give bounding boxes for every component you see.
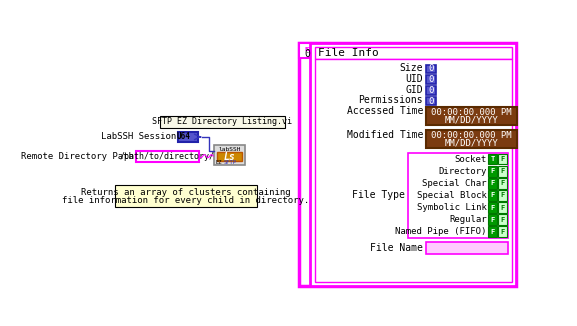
Text: F: F	[490, 192, 494, 199]
Text: F: F	[500, 204, 505, 211]
Bar	[299, 43, 316, 58]
Text: Accessed Time: Accessed Time	[347, 107, 423, 116]
Text: F: F	[500, 192, 505, 199]
Bar	[425, 97, 436, 105]
Text: 00:00:00.000 PM: 00:00:00.000 PM	[431, 131, 512, 140]
Text: F: F	[500, 229, 505, 235]
Text: F: F	[500, 217, 505, 223]
Bar	[488, 215, 497, 225]
Bar	[425, 130, 517, 148]
Text: SFTP EZ Directory Listing.vi: SFTP EZ Directory Listing.vi	[152, 117, 293, 126]
Text: File Name: File Name	[370, 243, 423, 253]
Bar	[408, 153, 508, 238]
Text: Regular: Regular	[449, 215, 487, 224]
Text: SFTP: SFTP	[223, 160, 236, 165]
Text: F: F	[500, 168, 505, 174]
Text: MM/DD/YYYY: MM/DD/YYYY	[444, 139, 498, 148]
Text: T: T	[490, 156, 494, 162]
Bar	[115, 185, 257, 207]
Text: File Info: File Info	[318, 48, 379, 58]
Text: EZ: EZ	[304, 47, 311, 52]
Text: Special Block: Special Block	[417, 191, 487, 200]
Bar	[425, 86, 436, 95]
Bar	[160, 116, 285, 128]
Text: 0: 0	[428, 96, 434, 106]
Bar	[488, 166, 497, 176]
Bar	[499, 227, 507, 237]
Text: File Type: File Type	[353, 190, 406, 200]
Bar	[214, 145, 245, 165]
Text: Remote Directory Path: Remote Directory Path	[21, 152, 134, 161]
Text: UID: UID	[406, 74, 423, 84]
Bar	[299, 43, 516, 286]
Text: 0: 0	[428, 64, 434, 73]
Text: Size: Size	[400, 63, 423, 73]
Bar	[178, 132, 198, 141]
Text: Symbolic Link: Symbolic Link	[417, 203, 487, 212]
Bar	[314, 59, 512, 282]
Bar	[425, 65, 436, 73]
Text: 00:00:00.000 PM: 00:00:00.000 PM	[431, 108, 512, 117]
Bar	[488, 202, 497, 213]
Text: GID: GID	[406, 84, 423, 95]
Bar	[499, 178, 507, 189]
Bar	[488, 154, 497, 164]
Bar	[425, 107, 517, 126]
Text: 0: 0	[428, 75, 434, 84]
Text: MM/DD/YYYY: MM/DD/YYYY	[444, 115, 498, 125]
Bar	[488, 227, 497, 237]
Text: Returns an array of clusters containing: Returns an array of clusters containing	[81, 188, 290, 197]
Text: Permissions: Permissions	[358, 95, 423, 105]
Text: Directory: Directory	[439, 167, 487, 176]
Text: Special Char: Special Char	[422, 179, 487, 188]
Bar	[310, 43, 516, 286]
Text: F: F	[490, 204, 494, 211]
Bar	[217, 152, 242, 161]
Text: F: F	[490, 168, 494, 174]
Bar	[499, 202, 507, 213]
Bar	[499, 154, 507, 164]
Bar	[136, 151, 199, 162]
Text: Named Pipe (FIFO): Named Pipe (FIFO)	[395, 227, 487, 236]
Bar	[499, 190, 507, 201]
Text: file information for every child in directory.: file information for every child in dire…	[62, 196, 309, 205]
Text: LabSSH Session: LabSSH Session	[101, 132, 176, 141]
Text: Ls: Ls	[223, 152, 235, 162]
Text: 0: 0	[305, 49, 310, 59]
Text: F: F	[490, 180, 494, 186]
Bar	[499, 166, 507, 176]
Text: Socket: Socket	[455, 155, 487, 164]
Text: F: F	[500, 156, 505, 162]
Bar	[488, 178, 497, 189]
Bar	[488, 190, 497, 201]
Text: labSSH: labSSH	[218, 147, 241, 152]
Text: EZ: EZ	[215, 160, 222, 165]
Text: U64: U64	[177, 132, 190, 141]
Text: /path/to/directory/: /path/to/directory/	[120, 152, 215, 161]
Bar	[425, 242, 508, 254]
Text: Modified Time: Modified Time	[347, 130, 423, 140]
Text: 0: 0	[428, 86, 434, 95]
Text: F: F	[490, 217, 494, 223]
Text: F: F	[500, 180, 505, 186]
Text: F: F	[490, 229, 494, 235]
Bar	[314, 47, 512, 59]
Bar	[425, 75, 436, 84]
Bar	[499, 215, 507, 225]
